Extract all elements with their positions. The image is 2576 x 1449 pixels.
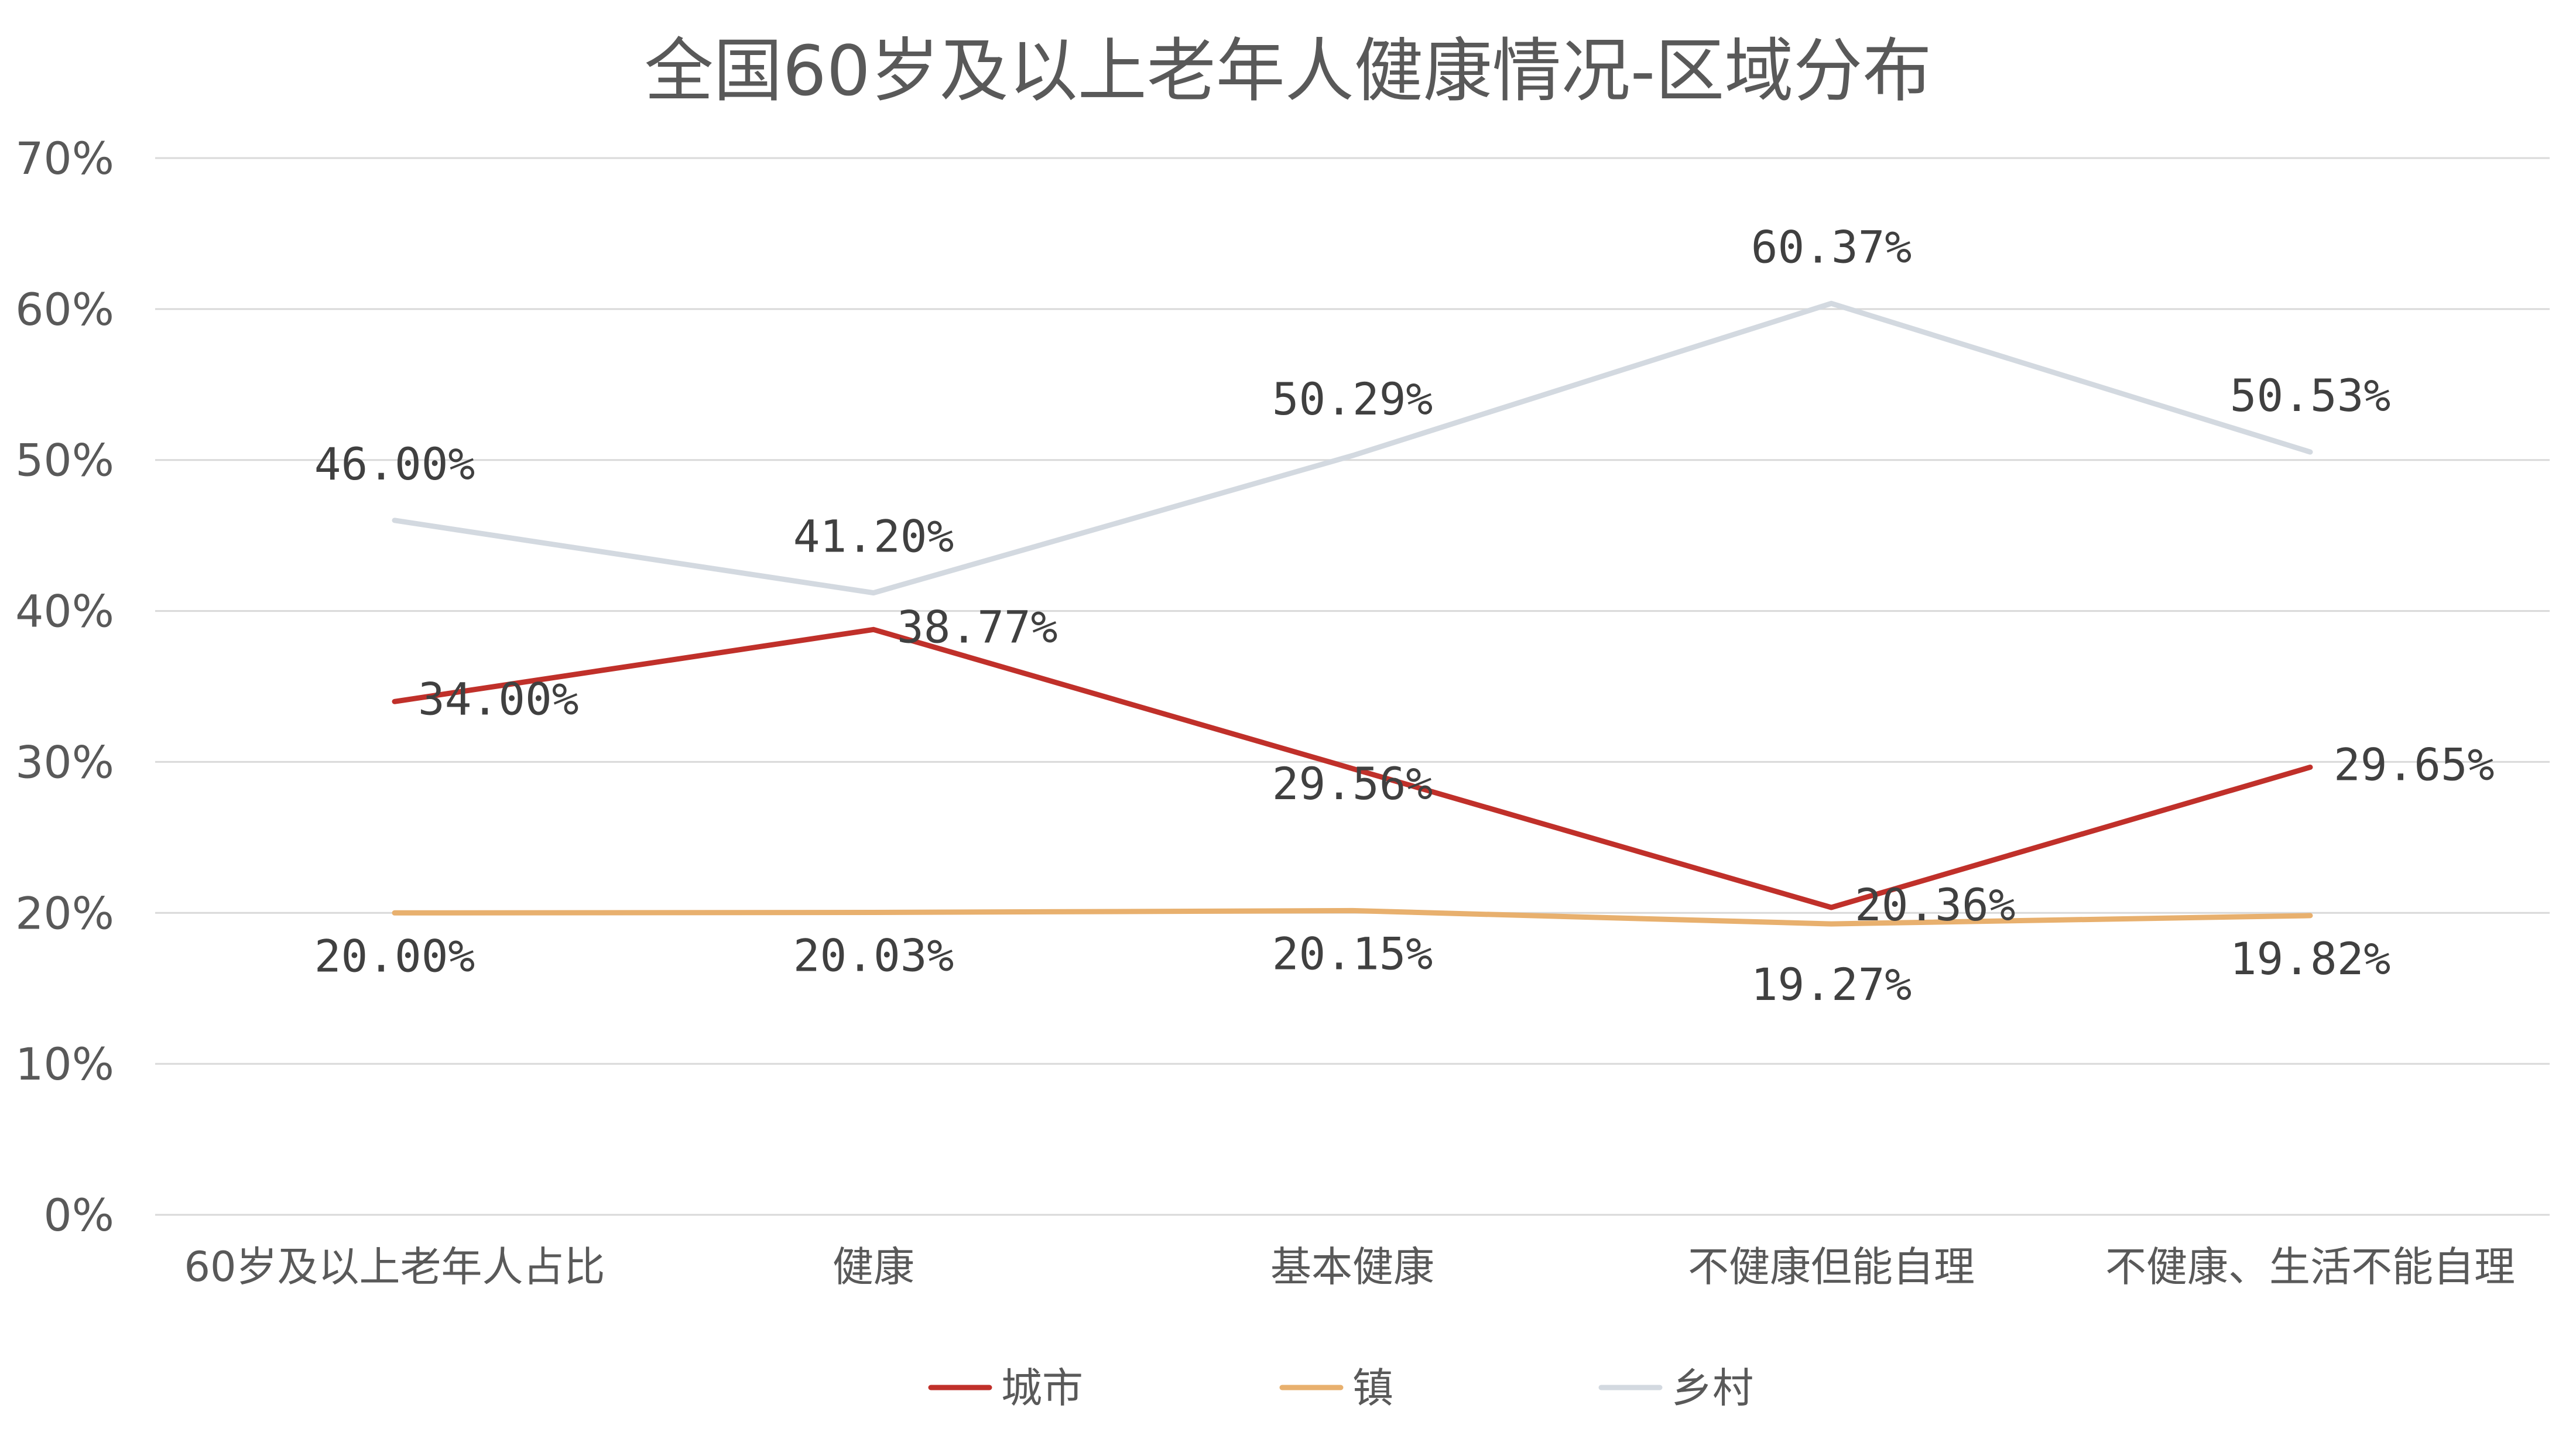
data-labels: 34.00% 38.77% 29.56% 20.36% 29.65% 20.00% 20.0… [314,221,2495,1010]
x-category-label: 不健康、生活不能自理 [2105,1243,2515,1291]
series-1-point-4 [2310,915,2311,916]
series-0-point-2 [1352,768,1353,769]
y-tick-label: 10% [15,1038,114,1090]
y-tick-label: 0% [43,1189,114,1241]
data-label-series-1-2: 20.15% [1272,927,1433,979]
series-0-point-4 [2310,766,2311,768]
x-category-label: 基本健康 [1270,1243,1434,1291]
data-label-series-0-4: 29.65% [2334,738,2495,790]
data-label-series-0-3: 20.36% [1855,879,2016,931]
series-2-point-1 [873,592,874,594]
y-axis-ticks: 0% 10% 20% 30% 40% 50% 60% 70% [15,132,114,1241]
series-1-point-2 [1352,910,1353,911]
y-tick-label: 40% [15,585,114,638]
series-2-point-4 [2310,451,2311,453]
x-axis-categories: 60岁及以上老年人占比 健康 基本健康 不健康但能自理 不健康、生活不能自理 [184,1243,2515,1291]
y-tick-label: 20% [15,887,114,939]
series-2-point-3 [1831,303,1832,304]
y-tick-label: 50% [15,434,114,487]
x-category-label: 不健康但能自理 [1688,1243,1975,1291]
legend-label-1: 镇 [1352,1364,1393,1412]
x-category-label: 健康 [833,1243,914,1291]
series-1-point-1 [873,912,874,913]
series-2-point-2 [1352,455,1353,456]
data-label-series-0-1: 38.77% [897,601,1058,653]
series-0-point-1 [873,629,874,630]
data-label-series-2-2: 50.29% [1272,373,1433,425]
data-label-series-0-2: 29.56% [1272,758,1433,810]
y-tick-label: 70% [15,132,114,184]
legend: 城市 镇 乡村 [928,1364,1753,1412]
data-label-series-2-1: 41.20% [793,511,954,563]
data-label-series-1-4: 19.82% [2230,933,2391,985]
data-label-series-1-3: 19.27% [1751,958,1912,1010]
data-label-series-1-0: 20.00% [314,930,475,982]
series-0-point-3 [1831,907,1832,908]
data-label-series-0-0: 34.00% [418,673,579,725]
y-tick-label: 30% [15,736,114,788]
data-label-series-2-4: 50.53% [2230,369,2391,422]
data-label-series-2-3: 60.37% [1751,221,1912,273]
data-label-series-1-1: 20.03% [793,930,954,982]
data-label-series-2-0: 46.00% [314,438,475,490]
chart-title: 全国60岁及以上老年人健康情况-区域分布 [645,30,1932,111]
y-tick-label: 60% [15,283,114,335]
legend-label-2: 乡村 [1671,1364,1753,1412]
series-lines [392,300,2313,927]
series-line-2 [392,300,2313,596]
legend-label-0: 城市 [1001,1364,1083,1412]
x-category-label: 60岁及以上老年人占比 [184,1243,605,1291]
